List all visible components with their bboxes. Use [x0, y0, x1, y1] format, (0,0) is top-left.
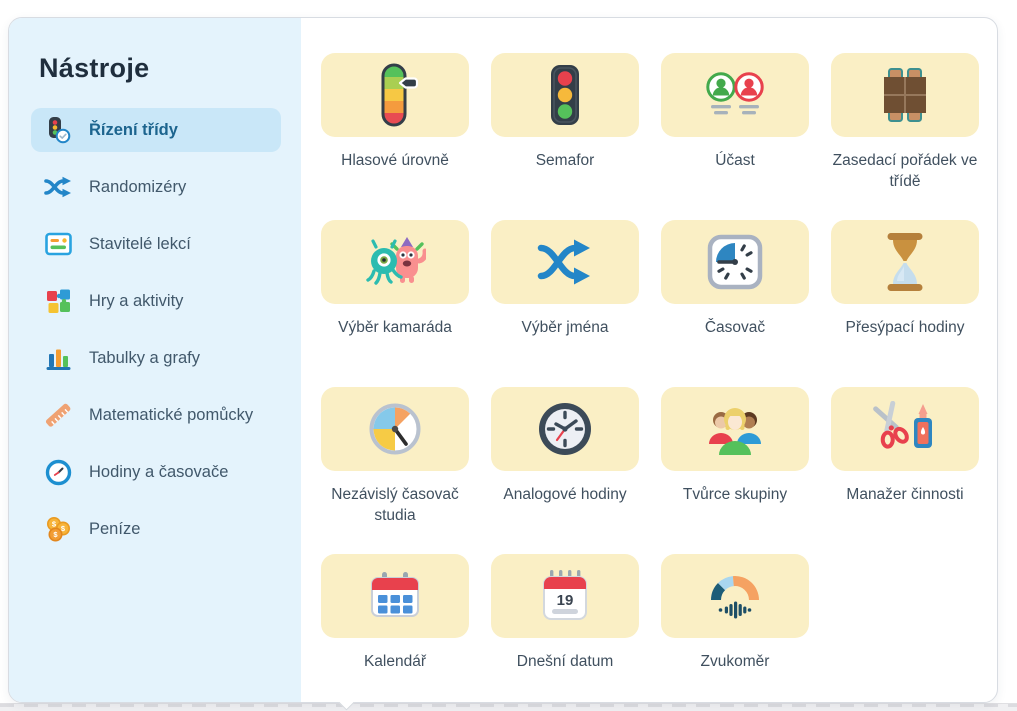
- sidebar-item-label: Hry a aktivity: [89, 291, 184, 310]
- popover-arrow: [334, 702, 360, 711]
- ruler-icon: [44, 401, 72, 429]
- hourglass-icon: [887, 233, 923, 291]
- tool-analog-clock: Analogové hodiny: [491, 387, 639, 554]
- tool-label: Nezávislý časovač studia: [331, 486, 459, 524]
- tool-pick-a-friend: Výběr kamaráda: [321, 220, 469, 387]
- canvas-edge-strip: [0, 703, 1017, 711]
- tool-group-maker-tile[interactable]: [661, 387, 809, 471]
- tool-calendar: Kalendář: [321, 554, 469, 702]
- tool-label: Kalendář: [363, 653, 427, 670]
- tool-todays-date: 19 Dnešní datum: [491, 554, 639, 702]
- shuffle-icon: [44, 173, 72, 201]
- study-timer-icon: [369, 403, 421, 455]
- tool-label: Účast: [715, 152, 755, 169]
- sidebar: Nástroje Řízení třídy: [9, 18, 301, 702]
- tool-label: Výběr kamaráda: [338, 319, 452, 336]
- tool-calendar-tile[interactable]: [321, 554, 469, 638]
- today-date-icon: 19: [543, 570, 587, 620]
- analog-clock-icon: [539, 403, 591, 455]
- sidebar-item-label: Peníze: [89, 519, 141, 538]
- tools-grid: Hlasové úrovně Semafor: [301, 18, 997, 702]
- tool-label: Dnešní datum: [516, 653, 614, 670]
- tool-label: Přesýpací hodiny: [845, 319, 965, 336]
- tool-independent-study-timer-tile[interactable]: [321, 387, 469, 471]
- traffic-light-icon: [551, 65, 579, 125]
- tool-timer: Časovač: [661, 220, 809, 387]
- tool-name-picker-tile[interactable]: [491, 220, 639, 304]
- tool-todays-date-tile[interactable]: 19: [491, 554, 639, 638]
- sidebar-item-math-tools[interactable]: Matematické pomůcky: [31, 393, 281, 437]
- svg-text:$: $: [61, 524, 66, 533]
- sidebar-item-label: Řízení třídy: [89, 120, 178, 139]
- clock-icon: [44, 458, 72, 486]
- coins-icon: $ $ $: [44, 515, 72, 543]
- tool-activity-manager-tile[interactable]: [831, 387, 979, 471]
- tool-traffic-light-tile[interactable]: [491, 53, 639, 137]
- tool-seating-chart-tile[interactable]: [831, 53, 979, 137]
- monster-picker-icon: [366, 237, 426, 285]
- sidebar-item-label: Matematické pomůcky: [89, 405, 254, 424]
- tool-pick-a-friend-tile[interactable]: [321, 220, 469, 304]
- puzzle-icon: [44, 287, 72, 315]
- sidebar-item-randomizers[interactable]: Randomizéry: [31, 165, 281, 209]
- tool-voice-levels-tile[interactable]: [321, 53, 469, 137]
- tool-label: Semafor: [535, 152, 595, 169]
- sidebar-item-label: Hodiny a časovače: [89, 462, 229, 481]
- tool-activity-manager: Manažer činnosti: [831, 387, 979, 554]
- tool-label: Zvukoměr: [700, 653, 770, 670]
- name-shuffle-icon: [537, 239, 590, 285]
- tool-sound-meter: Zvukoměr: [661, 554, 809, 702]
- attendance-icon: [706, 72, 764, 115]
- lesson-card-icon: [44, 230, 72, 258]
- page-title: Nástroje: [39, 53, 150, 83]
- tool-label: Zasedací pořádek ve třídě: [832, 152, 978, 190]
- sidebar-item-games-activities[interactable]: Hry a aktivity: [31, 279, 281, 323]
- tool-name-picker: Výběr jména: [491, 220, 639, 387]
- tool-hourglass-tile[interactable]: [831, 220, 979, 304]
- tool-hourglass: Přesýpací hodiny: [831, 220, 979, 387]
- activity-manager-icon: [873, 401, 932, 449]
- sidebar-item-tables-charts[interactable]: Tabulky a grafy: [31, 336, 281, 380]
- tool-voice-levels: Hlasové úrovně: [321, 53, 469, 220]
- timer-icon: [707, 234, 763, 290]
- tool-label: Tvůrce skupiny: [682, 486, 788, 503]
- svg-text:$: $: [53, 530, 58, 539]
- sidebar-item-label: Stavitelé lekcí: [89, 234, 191, 253]
- tool-independent-study-timer: Nezávislý časovač studia: [321, 387, 469, 554]
- tool-attendance: Účast: [661, 53, 809, 220]
- bar-chart-icon: [44, 344, 72, 372]
- tool-analog-clock-tile[interactable]: [491, 387, 639, 471]
- sound-meter-icon: [710, 576, 759, 619]
- tool-group-maker: Tvůrce skupiny: [661, 387, 809, 554]
- tool-label: Manažer činnosti: [846, 486, 964, 503]
- traffic-light-clock-icon: [44, 116, 72, 144]
- voice-level-icon: [381, 63, 419, 127]
- tool-label: Výběr jména: [521, 319, 609, 336]
- seating-chart-icon: [884, 68, 926, 122]
- sidebar-item-lesson-builders[interactable]: Stavitelé lekcí: [31, 222, 281, 266]
- svg-text:19: 19: [557, 592, 574, 609]
- tool-sound-meter-tile[interactable]: [661, 554, 809, 638]
- tool-seating-chart: Zasedací pořádek ve třídě: [831, 53, 979, 220]
- tool-traffic-light: Semafor: [491, 53, 639, 220]
- tool-label: Hlasové úrovně: [341, 152, 449, 169]
- calendar-icon: [371, 572, 419, 617]
- sidebar-item-label: Randomizéry: [89, 177, 187, 196]
- tools-popover: Nástroje Řízení třídy: [8, 17, 998, 703]
- sidebar-item-clocks-timers[interactable]: Hodiny a časovače: [31, 450, 281, 494]
- tool-label: Časovač: [704, 319, 766, 336]
- tool-attendance-tile[interactable]: [661, 53, 809, 137]
- svg-text:$: $: [52, 519, 57, 528]
- tool-label: Analogové hodiny: [503, 486, 627, 503]
- sidebar-item-label: Tabulky a grafy: [89, 348, 200, 367]
- sidebar-item-classroom-management[interactable]: Řízení třídy: [31, 108, 281, 152]
- group-maker-icon: [709, 408, 761, 455]
- sidebar-item-money[interactable]: $ $ $ Peníze: [31, 507, 281, 551]
- tool-timer-tile[interactable]: [661, 220, 809, 304]
- sidebar-nav: Řízení třídy Randomizéry: [31, 108, 281, 551]
